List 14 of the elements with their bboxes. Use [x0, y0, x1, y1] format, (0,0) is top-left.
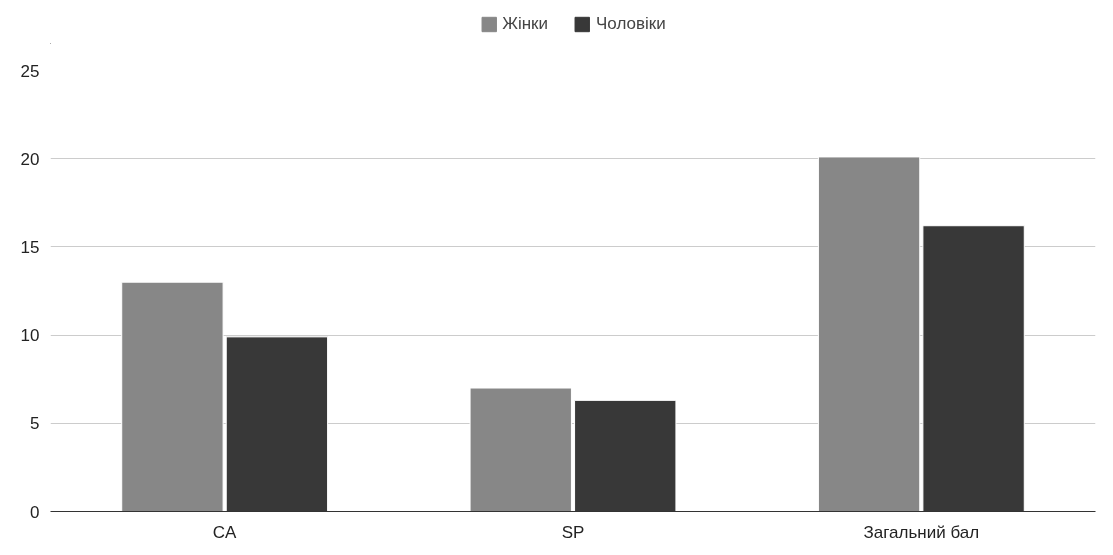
legend-label: Жінки	[502, 14, 549, 34]
bar	[121, 281, 224, 512]
y-tick-label: 5	[30, 414, 40, 434]
y-tick-label: 25	[20, 61, 40, 81]
bar	[817, 156, 921, 512]
y-tick-label: 15	[20, 237, 40, 257]
bar	[469, 387, 572, 512]
x-tick-label: Загальний бал	[863, 522, 980, 542]
legend-label: Чоловіки	[596, 14, 666, 34]
y-tick-label: 20	[20, 149, 40, 169]
x-tick-label: CA	[212, 522, 238, 542]
y-tick-label: 0	[30, 502, 40, 522]
x-tick-label: SP	[561, 522, 585, 542]
y-tick-label: 10	[20, 326, 40, 346]
